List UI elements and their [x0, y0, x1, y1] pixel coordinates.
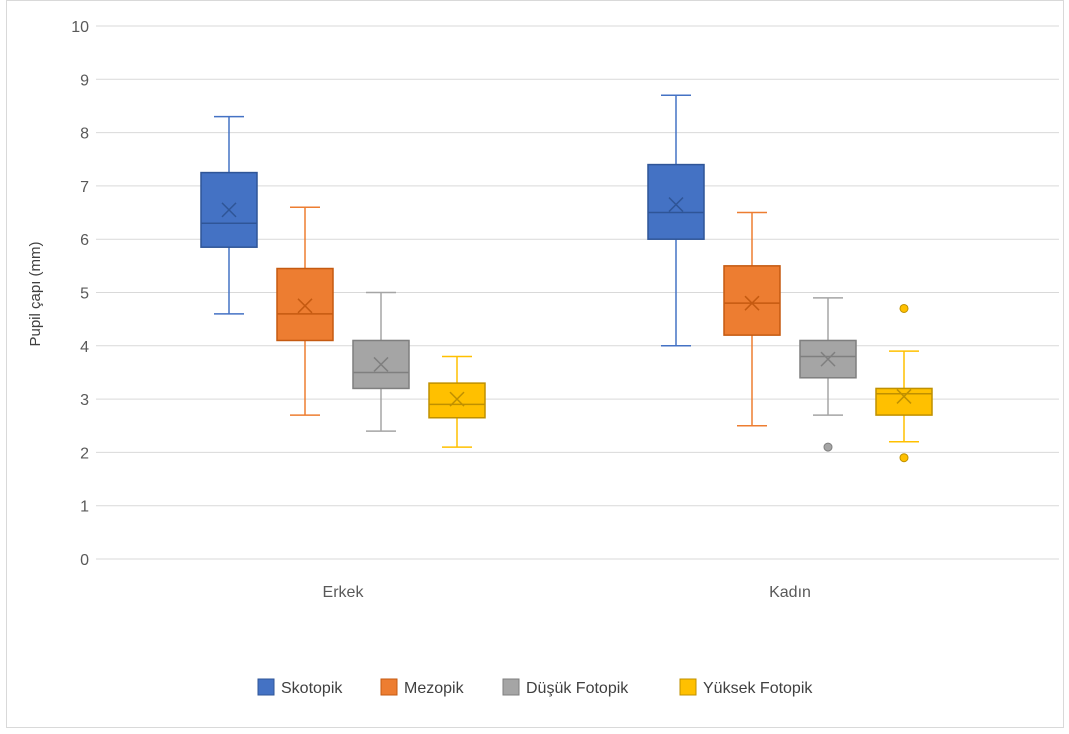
outlier-point [899, 303, 909, 313]
legend-label: Skotopik [281, 680, 343, 697]
y-tick-label: 1 [80, 499, 89, 516]
y-axis-ticks: 0 1 2 3 4 5 6 7 8 9 10 [71, 19, 89, 569]
legend-swatch [257, 678, 275, 696]
mean-marker [449, 391, 465, 407]
box-0-0 [200, 115, 258, 315]
x-tick-label: Erkek [323, 584, 365, 601]
box-body [647, 163, 705, 240]
mean-marker [297, 298, 313, 314]
box-3-0 [428, 355, 486, 448]
box-2-0 [352, 291, 410, 432]
box-body [875, 387, 933, 416]
y-tick-label: 0 [80, 552, 89, 569]
mean-marker [373, 356, 389, 372]
box-1-1 [723, 211, 781, 427]
box-1-0 [276, 206, 334, 416]
legend-item: Skotopik [257, 678, 343, 697]
y-tick-label: 8 [80, 126, 89, 143]
mean-marker [744, 295, 760, 311]
legend-item: Düşük Fotopik [502, 678, 629, 697]
mean-marker [896, 388, 912, 404]
legend: Skotopik Mezopik Düşük Fotopik Yüksek Fotop… [257, 678, 813, 697]
y-axis-label: Pupil çapı (mm) [27, 241, 44, 346]
boxes [200, 94, 933, 463]
box-body [723, 265, 781, 336]
outlier-point [823, 442, 833, 452]
y-tick-label: 9 [80, 72, 89, 89]
legend-swatch [502, 678, 520, 696]
legend-label: Düşük Fotopik [526, 680, 629, 697]
y-tick-label: 10 [71, 19, 89, 36]
y-tick-label: 3 [80, 392, 89, 409]
legend-label: Mezopik [404, 680, 465, 697]
box-3-1 [875, 303, 933, 463]
y-tick-label: 6 [80, 232, 89, 249]
legend-item: Mezopik [380, 678, 465, 697]
box-2-1 [799, 297, 857, 452]
legend-swatch [380, 678, 398, 696]
y-tick-label: 2 [80, 445, 89, 462]
grid-lines [96, 25, 1059, 560]
y-tick-label: 4 [80, 339, 89, 356]
x-axis-ticks: Erkek Kadın [323, 584, 811, 601]
mean-marker [820, 351, 836, 367]
box-0-1 [647, 94, 705, 347]
mean-marker [221, 202, 237, 218]
legend-item: Yüksek Fotopik [679, 678, 813, 697]
legend-swatch [679, 678, 697, 696]
outlier-point [899, 453, 909, 463]
x-tick-label: Kadın [769, 584, 811, 601]
box-body [276, 267, 334, 342]
y-tick-label: 5 [80, 286, 89, 303]
y-tick-label: 7 [80, 179, 89, 196]
chart-frame: 0 1 2 3 4 5 6 7 8 9 10 Pupil çapı (mm) Erkek Kadın … [6, 0, 1064, 728]
mean-marker [668, 197, 684, 213]
box-body [428, 382, 486, 419]
legend-label: Yüksek Fotopik [703, 680, 813, 697]
